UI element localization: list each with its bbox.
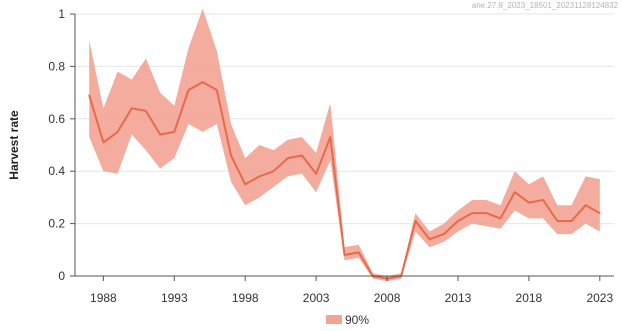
legend-label: 90% [345,313,369,327]
x-tick-label-2008: 2008 [374,291,401,305]
x-tick-label-1993: 1993 [161,291,188,305]
y-tick-label-5: 1 [58,7,65,21]
data-point-2003 [315,173,317,175]
data-point-2004 [329,136,332,138]
data-point-1990 [130,107,133,110]
x-tick-label-1998: 1998 [232,291,259,305]
data-point-2018 [528,201,530,204]
data-point-2023 [599,212,601,214]
confidence-band-group [89,8,600,282]
data-point-1998 [244,183,247,186]
data-point-2010 [414,220,417,222]
data-point-1989 [116,131,119,133]
data-point-2022 [584,204,587,207]
x-tick-label-1988: 1988 [90,291,117,305]
data-point-1991 [145,110,147,112]
x-tick-label-2003: 2003 [303,291,330,305]
data-point-2020 [556,220,559,222]
data-point-2001 [286,157,289,159]
data-point-2014 [471,212,473,214]
confidence-band [89,8,600,282]
x-tick-label-2013: 2013 [445,291,472,305]
data-point-2013 [457,220,459,222]
data-point-1997 [230,154,232,157]
data-point-1994 [187,89,190,91]
data-point-2011 [428,238,431,241]
x-tick-labels: 1988 1993 1998 2003 2008 2013 2018 2023 [90,291,613,305]
data-point-1992 [159,133,161,136]
y-tick-label-2: 0.4 [48,164,65,178]
data-point-2021 [570,220,573,222]
legend-swatch-90pct [326,315,342,324]
data-point-2016 [499,217,502,220]
data-point-2017 [513,191,516,193]
y-tick-label-4: 0.8 [48,59,65,73]
chart-watermark: ane.27.8_2023_18501_20231128124832 [472,1,619,10]
axes [70,13,614,281]
data-point-1993 [173,131,176,133]
data-point-2005 [343,254,346,256]
data-point-1988 [102,141,105,144]
x-tick-label-2023: 2023 [586,291,613,305]
y-tick-label-1: 0.2 [48,217,65,231]
legend[interactable]: 90% [326,313,369,327]
x-tick-label-2018: 2018 [516,291,543,305]
data-point-1987 [88,94,90,97]
data-point-1996 [216,89,218,91]
series-line-group [88,81,601,280]
data-point-2000 [272,170,275,172]
data-point-1999 [258,175,261,178]
data-point-2002 [301,154,303,157]
y-axis-label: Harvest rate [7,110,21,180]
data-point-2015 [485,212,488,214]
data-point-2006 [357,251,360,254]
data-point-2019 [542,199,544,201]
y-tick-label-0: 0 [58,269,65,283]
y-tick-label-3: 0.6 [48,112,65,126]
data-point-1995 [201,81,204,83]
data-point-2012 [442,233,445,235]
y-tick-labels: 0 0.2 0.4 0.6 0.8 1 [48,7,65,283]
